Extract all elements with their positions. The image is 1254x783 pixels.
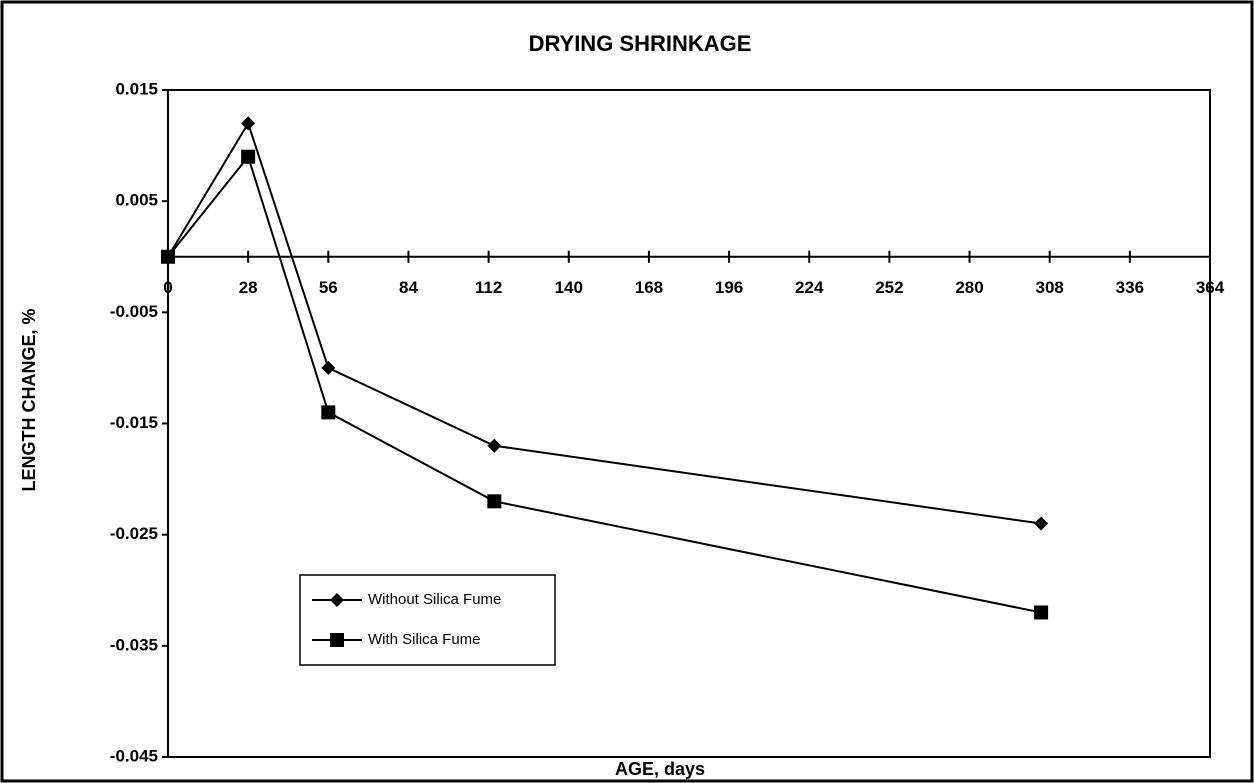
x-tick-label: 364 (1196, 278, 1225, 297)
legend-marker (330, 633, 344, 647)
data-point (1034, 605, 1049, 620)
y-tick-label: -0.025 (110, 524, 158, 543)
x-axis-label: AGE, days (615, 759, 705, 779)
x-tick-label: 112 (475, 278, 502, 297)
data-point (321, 405, 336, 420)
x-tick-label: 140 (555, 278, 583, 297)
x-tick-label: 28 (239, 278, 258, 297)
data-point (1034, 516, 1049, 531)
data-point (241, 116, 256, 131)
x-tick-label: 336 (1116, 278, 1144, 297)
y-tick-label: -0.035 (110, 635, 158, 654)
x-tick-label: 252 (875, 278, 903, 297)
x-tick-label: 168 (635, 278, 663, 297)
x-tick-label: 224 (795, 278, 824, 297)
series-line (167, 154, 1042, 614)
y-tick-label: -0.045 (110, 746, 158, 765)
legend-label: With Silica Fume (368, 631, 481, 648)
x-tick-label: 308 (1036, 278, 1064, 297)
data-point (487, 438, 502, 453)
x-tick-label: 196 (715, 278, 743, 297)
legend-label: Without Silica Fume (368, 591, 501, 608)
y-tick-label: -0.015 (110, 413, 158, 432)
y-axis-label: LENGTH CHANGE, % (19, 308, 39, 491)
legend-marker (330, 593, 344, 607)
chart-title: DRYING SHRINKAGE (529, 31, 752, 56)
x-tick-label: 0 (163, 278, 172, 297)
x-tick-label: 56 (319, 278, 338, 297)
x-tick-label: 280 (955, 278, 983, 297)
data-point (487, 494, 502, 509)
y-tick-label: -0.005 (110, 302, 158, 321)
data-point (321, 360, 336, 375)
data-point (241, 149, 256, 164)
data-point (161, 249, 175, 264)
y-tick-label: 0.005 (115, 191, 158, 210)
series-line (167, 120, 1042, 525)
legend-box (299, 574, 556, 666)
x-tick-label: 84 (399, 278, 418, 297)
y-tick-label: 0.015 (115, 79, 158, 98)
